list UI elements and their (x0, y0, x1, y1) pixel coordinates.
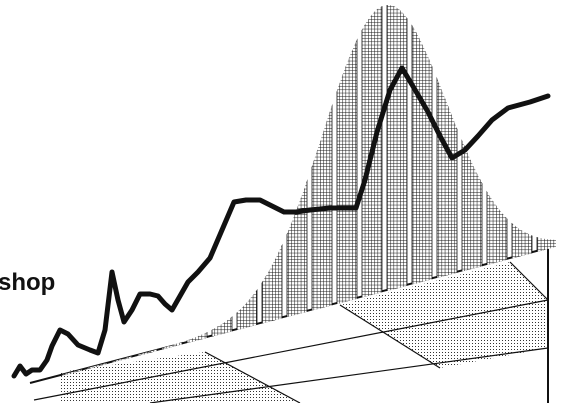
curve-bar (336, 37, 358, 306)
curve-bar (386, 5, 408, 293)
curve-bar (486, 189, 508, 267)
curve-bar (211, 314, 233, 338)
curve-bar (511, 220, 533, 260)
floor-line (509, 261, 549, 301)
floor-shade-left (60, 352, 300, 403)
perspective-floor (29, 247, 549, 403)
floor-line (339, 304, 441, 369)
curve-bar (286, 178, 308, 319)
trend-line (11, 65, 551, 379)
floor-line (204, 351, 301, 403)
curve-bar (411, 22, 433, 286)
floor-line (149, 347, 549, 403)
curve-bar (136, 347, 158, 358)
shop-label: shop (0, 269, 55, 296)
curve-bar (161, 339, 183, 352)
floor-shade-center (340, 262, 548, 368)
curve-bar (436, 75, 458, 280)
floor-line (33, 299, 549, 401)
curve-bar (261, 242, 283, 325)
curve-bar (186, 329, 208, 345)
curve-bar (461, 137, 483, 273)
curve-bar (236, 287, 258, 332)
